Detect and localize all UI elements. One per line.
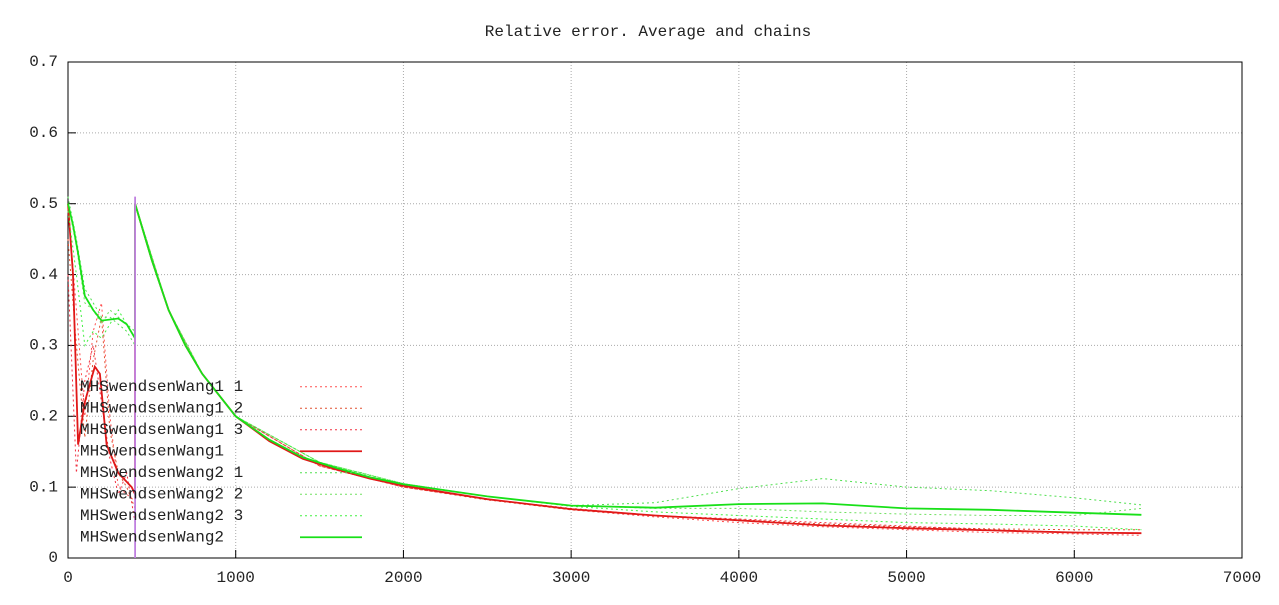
x-tick-label: 7000 — [1223, 569, 1261, 587]
x-tick-label: 3000 — [552, 569, 590, 587]
y-tick-label: 0.5 — [29, 195, 58, 213]
y-tick-label: 0.1 — [29, 478, 58, 496]
x-tick-label: 2000 — [384, 569, 422, 587]
x-tick-label: 1000 — [217, 569, 255, 587]
y-tick-label: 0.6 — [29, 124, 58, 142]
legend-label: MHSwendsenWang1 3 — [80, 421, 243, 439]
y-tick-label: 0.3 — [29, 337, 58, 355]
series-line — [67, 196, 1142, 507]
series-line — [67, 203, 1142, 535]
legend-label: MHSwendsenWang2 — [80, 528, 224, 546]
x-tick-label: 0 — [63, 569, 73, 587]
series-line — [67, 203, 1142, 516]
x-tick-label: 6000 — [1055, 569, 1093, 587]
legend-label: MHSwendsenWang2 3 — [80, 507, 243, 525]
legend-label: MHSwendsenWang1 2 — [80, 399, 243, 417]
legend-label: MHSwendsenWang1 — [80, 442, 224, 460]
y-tick-label: 0.4 — [29, 266, 58, 284]
x-tick-label: 4000 — [720, 569, 758, 587]
legend-label: MHSwendsenWang2 1 — [80, 464, 243, 482]
series-line — [67, 203, 1142, 516]
y-tick-label: 0.7 — [29, 53, 58, 71]
series-line — [67, 203, 1142, 534]
x-tick-label: 5000 — [887, 569, 925, 587]
legend-label: MHSwendsenWang2 2 — [80, 485, 243, 503]
legend-label: MHSwendsenWang1 1 — [80, 378, 243, 396]
chart-title: Relative error. Average and chains — [485, 23, 811, 41]
plot-border — [67, 61, 1243, 559]
y-tick-label: 0.2 — [29, 408, 58, 426]
y-tick-label: 0 — [48, 549, 58, 567]
